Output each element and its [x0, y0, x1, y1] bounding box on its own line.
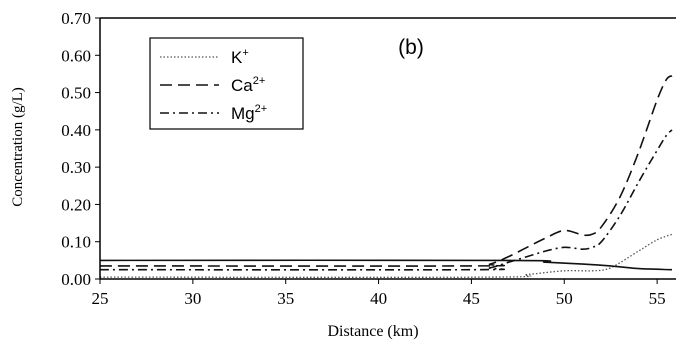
series-line-ca	[99, 75, 673, 267]
series-line-unlabeled-3	[99, 259, 673, 271]
x-axis-label: Distance (km)	[327, 323, 418, 340]
series-line-mg	[99, 129, 673, 271]
y-tick-label: 0.60	[61, 46, 91, 65]
y-tick-label: 0.70	[61, 9, 91, 28]
x-tick-label: 50	[556, 289, 573, 308]
x-tick-label: 35	[277, 289, 294, 308]
y-tick-label: 0.40	[61, 121, 91, 140]
y-tick-label: 0.00	[61, 270, 91, 289]
y-tick-label: 0.10	[61, 233, 91, 252]
series-line-k	[99, 233, 673, 278]
x-tick-label: 30	[184, 289, 201, 308]
x-tick-label: 40	[370, 289, 387, 308]
y-ticks: 0.00 0.10 0.20 0.30 0.40 0.50 0.60 0.70	[61, 9, 100, 289]
chart-title: (b)	[398, 36, 424, 59]
y-axis-label: Concentration (g/L)	[10, 87, 26, 207]
x-tick-label: 25	[92, 289, 109, 308]
y-tick-label: 0.30	[61, 158, 91, 177]
y-tick-label: 0.50	[61, 84, 91, 103]
series-layer	[99, 75, 673, 278]
x-tick-label: 45	[463, 289, 480, 308]
x-ticks: 25 30 35 40 45 50 55	[92, 279, 666, 308]
y-tick-label: 0.20	[61, 195, 91, 214]
x-tick-label: 55	[649, 289, 666, 308]
legend-box	[149, 37, 304, 130]
plot-frame	[99, 17, 676, 280]
legend: K+Ca2+Mg2+	[149, 37, 304, 130]
